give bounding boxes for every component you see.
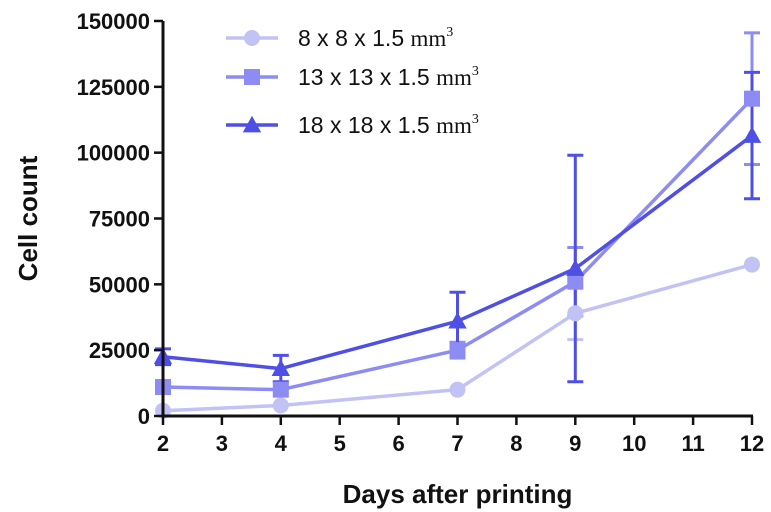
legend-label: 8 x 8 x 1.5 mm3	[298, 25, 453, 51]
x-tick-label: 11	[681, 431, 704, 456]
x-tick-label: 9	[569, 431, 581, 456]
x-tick-label: 3	[216, 431, 228, 456]
x-tick-label: 8	[510, 431, 522, 456]
legend-item: 18 x 18 x 1.5 mm3	[226, 112, 479, 138]
y-tick-label: 75000	[89, 207, 150, 232]
y-axis-title: Cell count	[13, 155, 43, 281]
data-point	[272, 381, 289, 398]
data-point	[271, 359, 290, 376]
x-tick-label: 4	[275, 431, 288, 456]
data-point	[567, 273, 584, 290]
x-tick-label: 7	[451, 431, 463, 456]
x-axis-title: Days after printing	[343, 479, 573, 509]
x-axis-ticks: 2 3 4 5 6 7 8 9 10 11 12	[157, 416, 764, 456]
legend-label: 13 x 13 x 1.5 mm3	[298, 64, 479, 90]
y-tick-label: 25000	[89, 338, 150, 363]
legend-marker	[244, 69, 260, 85]
x-tick-label: 6	[392, 431, 404, 456]
legend-item: 13 x 13 x 1.5 mm3	[226, 64, 479, 90]
data-point	[272, 397, 289, 414]
y-tick-label: 0	[138, 404, 150, 429]
legend-marker	[244, 30, 260, 46]
legend-label: 18 x 18 x 1.5 mm3	[298, 112, 479, 138]
series-markers	[153, 90, 762, 419]
x-tick-label: 10	[622, 431, 646, 456]
y-tick-label: 150000	[77, 9, 150, 34]
x-tick-label: 2	[157, 431, 169, 456]
y-axis-ticks: 0 25000 50000 75000 100000 125000 150000	[77, 9, 163, 429]
series-lines	[162, 97, 754, 413]
data-point	[449, 381, 466, 398]
legend-marker	[242, 115, 262, 133]
legend-item: 8 x 8 x 1.5 mm3	[226, 25, 453, 51]
y-tick-label: 125000	[77, 75, 150, 100]
data-point	[567, 305, 584, 322]
x-tick-label: 5	[334, 431, 346, 456]
data-point	[566, 259, 585, 276]
data-point	[742, 126, 762, 143]
data-point	[744, 90, 760, 107]
data-point	[449, 342, 466, 359]
y-tick-label: 50000	[89, 272, 150, 297]
legend: 8 x 8 x 1.5 mm3 13 x 13 x 1.5 mm3 18 x 18 …	[226, 25, 479, 138]
data-point	[744, 256, 760, 273]
x-tick-label: 12	[740, 431, 764, 456]
y-tick-label: 100000	[77, 141, 150, 166]
data-point	[448, 312, 467, 329]
